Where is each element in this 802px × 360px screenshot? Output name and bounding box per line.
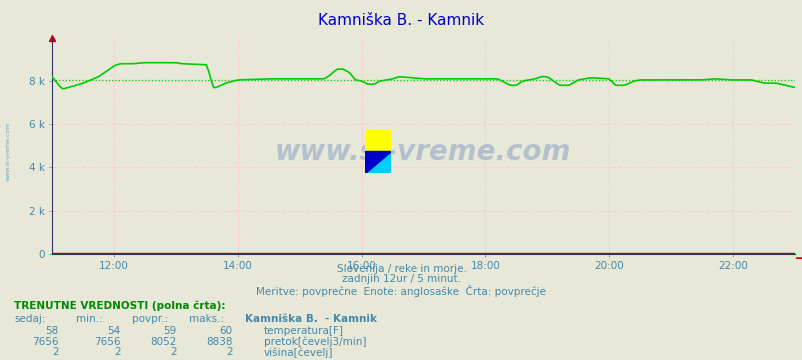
Text: temperatura[F]: temperatura[F] [264, 326, 344, 336]
Text: Slovenija / reke in morje.: Slovenija / reke in morje. [336, 264, 466, 274]
Text: 2: 2 [226, 347, 233, 357]
Text: 7656: 7656 [32, 337, 59, 347]
Text: TRENUTNE VREDNOSTI (polna črta):: TRENUTNE VREDNOSTI (polna črta): [14, 301, 225, 311]
Text: Kamniška B. - Kamnik: Kamniška B. - Kamnik [318, 13, 484, 28]
Text: Kamniška B.  - Kamnik: Kamniška B. - Kamnik [245, 314, 376, 324]
Text: 8838: 8838 [206, 337, 233, 347]
Text: min.:: min.: [76, 314, 103, 324]
Bar [365, 130, 391, 151]
Text: povpr.:: povpr.: [132, 314, 168, 324]
Text: maks.:: maks.: [188, 314, 224, 324]
Polygon shape [365, 151, 391, 173]
Text: 54: 54 [107, 326, 120, 336]
Text: 7656: 7656 [94, 337, 120, 347]
Text: zadnjih 12ur / 5 minut.: zadnjih 12ur / 5 minut. [342, 274, 460, 284]
Text: 60: 60 [220, 326, 233, 336]
Polygon shape [365, 151, 391, 173]
Text: 2: 2 [170, 347, 176, 357]
Text: www.si-vreme.com: www.si-vreme.com [274, 138, 571, 166]
Text: 59: 59 [163, 326, 176, 336]
Text: Meritve: povprečne  Enote: anglosaške  Črta: povprečje: Meritve: povprečne Enote: anglosaške Črt… [256, 285, 546, 297]
Text: 2: 2 [114, 347, 120, 357]
Text: 58: 58 [45, 326, 59, 336]
Text: www.si-vreme.com: www.si-vreme.com [6, 121, 10, 181]
Text: višina[čevelj]: višina[čevelj] [264, 347, 334, 358]
Text: sedaj:: sedaj: [14, 314, 46, 324]
Text: 8052: 8052 [150, 337, 176, 347]
Text: 2: 2 [52, 347, 59, 357]
Text: pretok[čevelj3/min]: pretok[čevelj3/min] [264, 337, 367, 347]
